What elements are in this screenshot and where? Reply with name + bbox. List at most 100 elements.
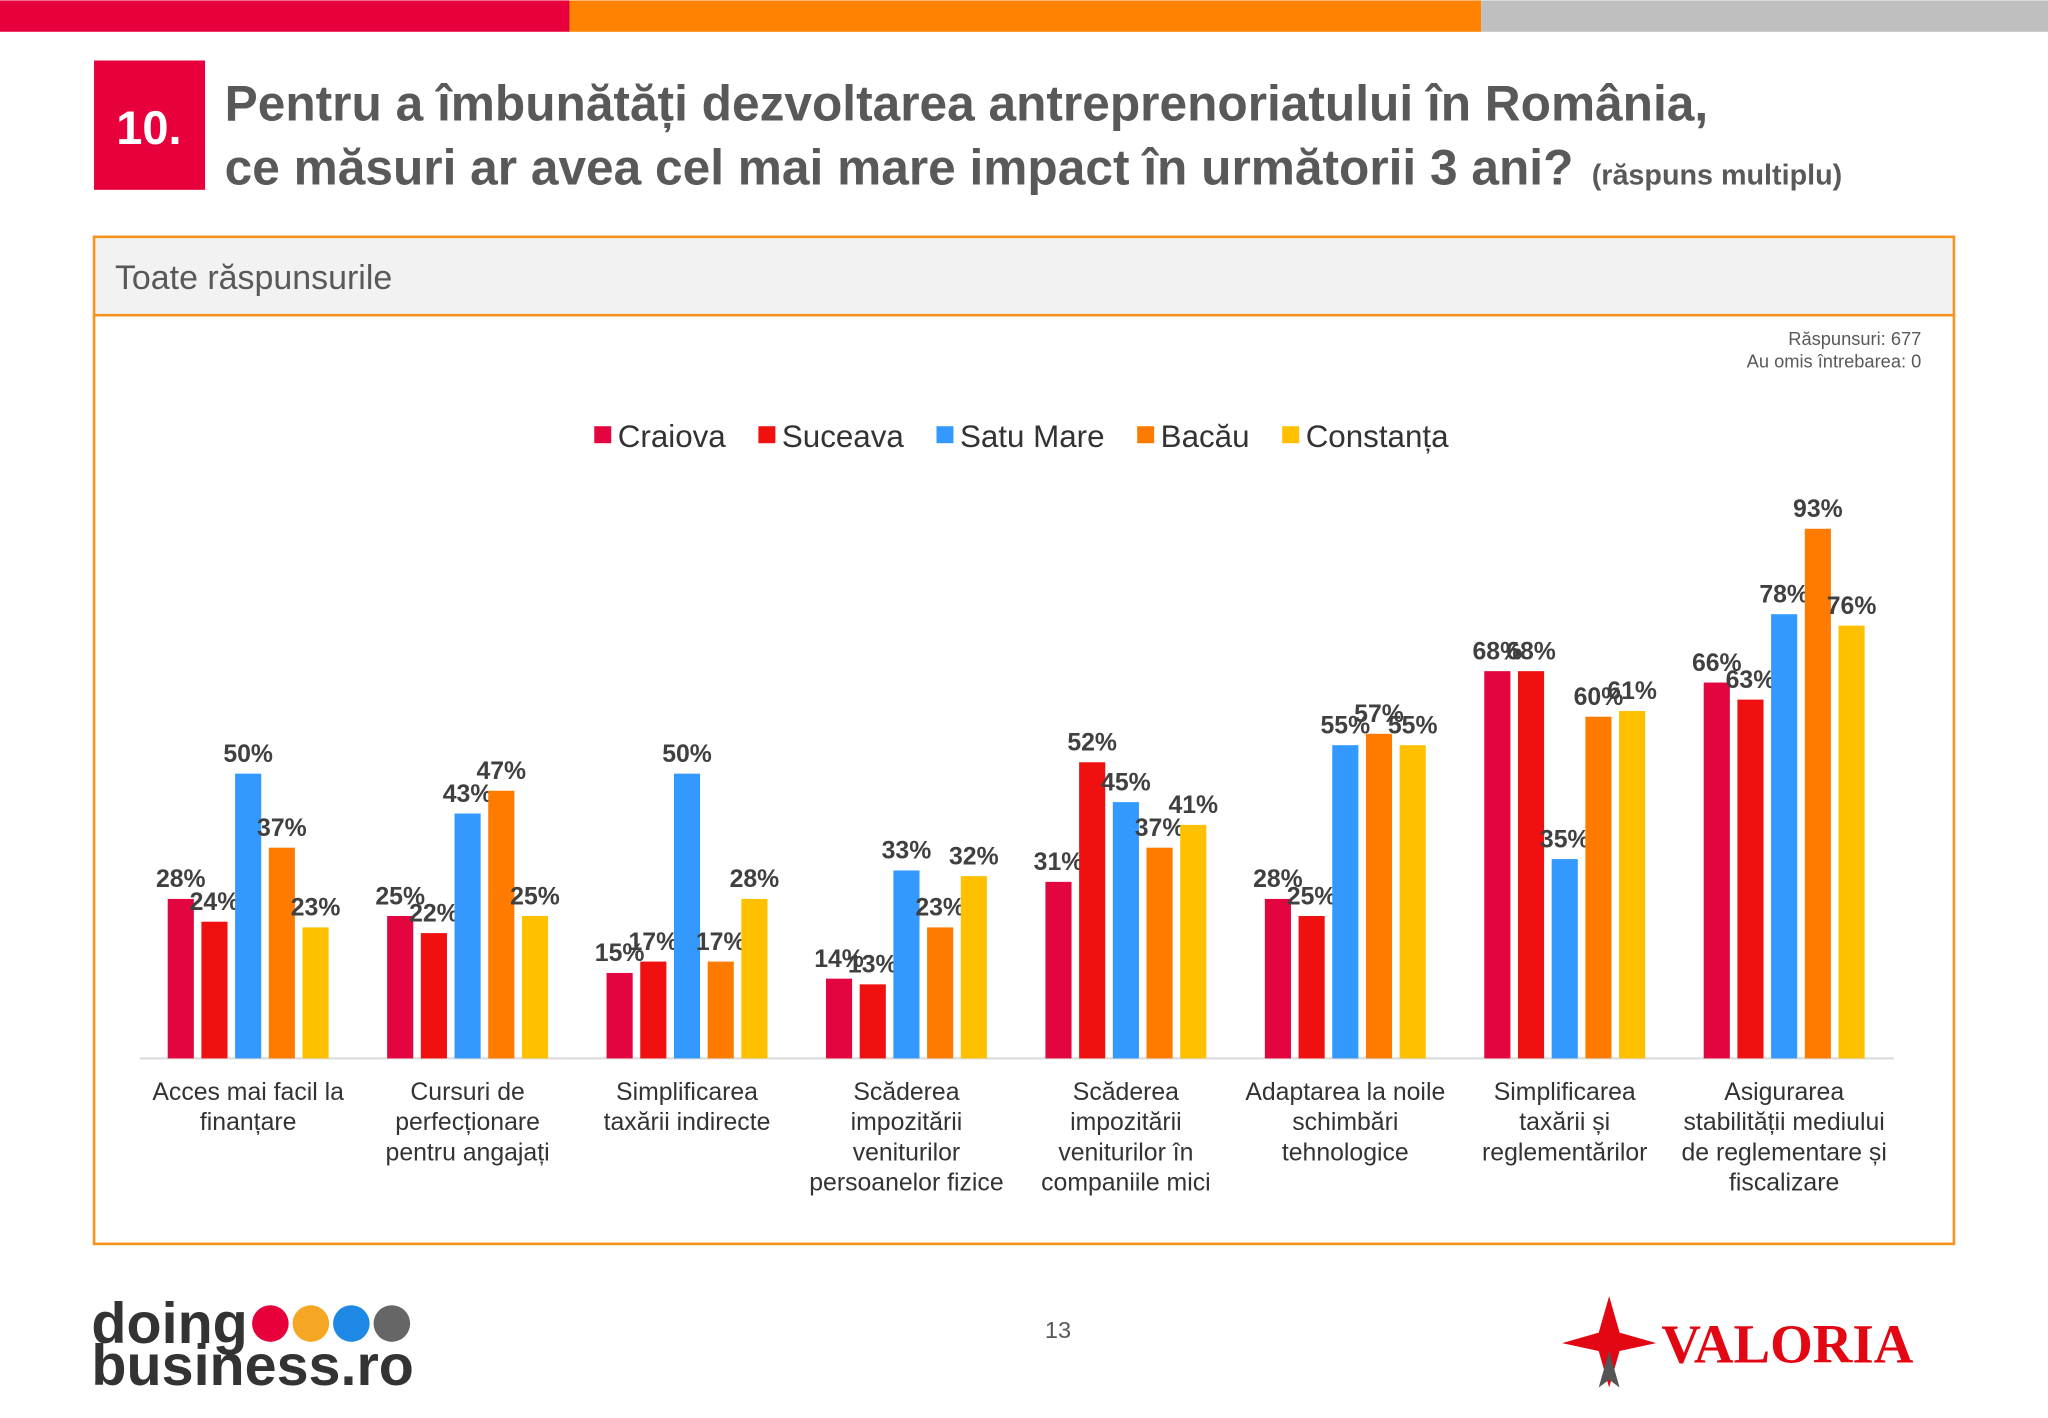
x-tick-label: impozitării [1070,1109,1182,1136]
responses: Răspunsuri: 677 [1788,328,1921,349]
x-tick-label: veniturilor [853,1139,961,1166]
data-label: 31% [1034,849,1084,876]
x-tick-label: tehnologice [1282,1139,1409,1166]
x-tick-label: veniturilor în [1058,1139,1193,1166]
data-label: 28% [730,866,780,893]
logo-right: VALORIA [1661,1314,1913,1375]
x-tick-label: taxării și [1519,1109,1610,1136]
data-label: 61% [1607,678,1657,705]
data-label: 45% [1101,769,1151,796]
title: ce măsuri ar avea cel mai mare impact în… [225,140,1843,196]
data-label: 14% [814,946,864,973]
top-bar-orange [569,0,1482,32]
bar [235,773,262,1059]
x-tick-label: Simplificarea [1494,1079,1636,1106]
bar [606,972,633,1059]
bar [420,933,447,1059]
panel-header [94,236,1954,316]
bar [1703,682,1730,1059]
question-number: 10. [116,101,181,154]
x-tick-label: Scăderea [853,1079,959,1106]
x-tick-label: schimbări [1292,1109,1398,1136]
logo-left: business.ro [91,1334,413,1398]
x-tick-label: impozitării [851,1109,963,1136]
logo-dot [252,1305,289,1342]
bar [1737,699,1764,1059]
logo-dot [292,1305,330,1342]
data-label: 23% [291,895,341,922]
data-label: 50% [662,741,712,768]
x-tick-label: stabilității mediului [1684,1109,1885,1136]
data-label: 66% [1692,650,1742,677]
bar [859,984,886,1059]
x-tick-label: finanțare [200,1109,297,1136]
bar [960,876,987,1059]
data-label: 25% [510,883,560,910]
logo-dot [373,1305,411,1342]
bar [1180,824,1207,1059]
bar [1264,898,1291,1059]
data-label: 28% [1253,866,1303,893]
bar [167,898,194,1059]
data-label: 33% [882,838,932,865]
legend-label: Constanța [1306,419,1449,454]
data-label: 25% [1287,883,1337,910]
legend-label: Bacău [1161,419,1250,454]
bar [893,870,920,1059]
legend-label: Craiova [618,419,727,454]
data-label: 35% [1540,826,1590,853]
bar [521,916,549,1059]
x-tick-label: persoanelor fizice [809,1169,1003,1196]
panel-title: Toate răspunsurile [115,259,392,297]
legend-swatch [1282,426,1300,444]
data-label: 41% [1168,792,1218,819]
title-line: ce măsuri ar avea cel mai mare impact în… [225,140,1574,196]
logo-star [1562,1296,1657,1388]
bar [1484,671,1511,1059]
data-label: 13% [848,952,898,979]
bar [707,961,734,1059]
bar [825,978,853,1059]
data-label: 24% [190,889,240,916]
page-number: 13 [1045,1317,1071,1343]
number-box [94,60,206,190]
bar [1838,625,1865,1059]
data-label: 17% [696,929,746,956]
legend-swatch [594,426,612,444]
bar [302,927,329,1059]
data-label: 25% [375,883,425,910]
title: Pentru a îmbunătăți dezvoltarea antrepre… [225,76,1709,132]
bar [1365,733,1393,1059]
data-label: 60% [1574,684,1624,711]
bar [673,773,701,1059]
bar [1551,859,1578,1059]
bar [1298,916,1325,1059]
bar [1619,711,1646,1059]
bar [927,927,954,1059]
data-label: 22% [409,900,459,927]
bar [387,916,414,1059]
x-tick-label: perfecționare [395,1109,540,1136]
data-label: 57% [1354,701,1404,728]
x-tick-label: Simplificarea [616,1079,758,1106]
bar [454,813,481,1059]
data-label: 43% [443,781,493,808]
x-tick-label: de reglementare și [1681,1139,1886,1166]
skipped: Au omis întrebarea: 0 [1747,350,1922,371]
data-label: 55% [1388,712,1438,739]
data-label: 23% [915,895,965,922]
x-tick-label: pentru angajați [386,1139,550,1166]
bar [201,921,228,1059]
title-note: (răspuns multiplu) [1592,160,1843,192]
legend-label: Satu Mare [960,419,1105,454]
top-bar-gray [1481,0,2048,32]
data-label: 63% [1726,667,1776,694]
bar [1585,716,1612,1059]
bar [1517,671,1545,1059]
logo-left: doing [91,1292,247,1356]
data-label: 78% [1759,581,1809,608]
bar [1399,745,1426,1059]
data-label: 37% [1135,815,1185,842]
data-label: 15% [595,940,645,967]
